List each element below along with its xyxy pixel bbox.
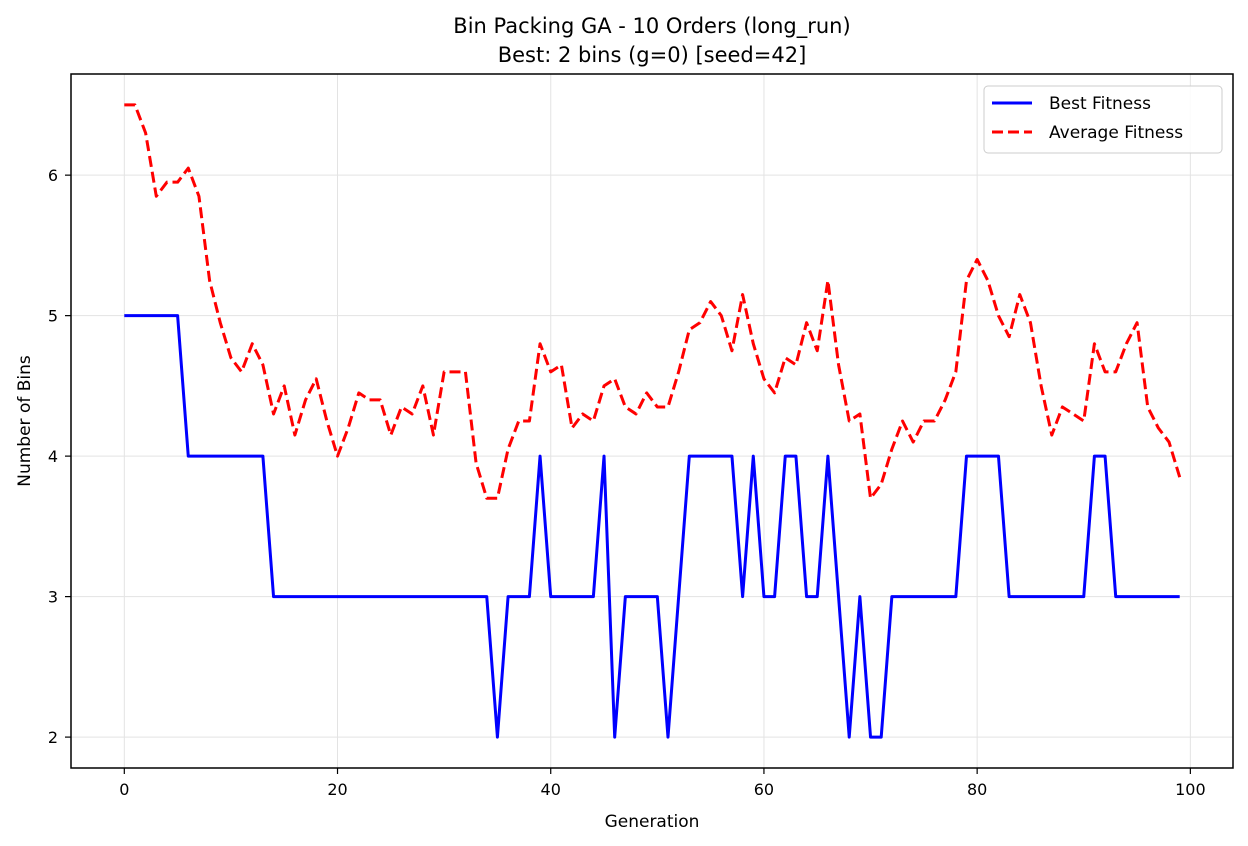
series-line-best-fitness xyxy=(124,314,1180,739)
series-lines xyxy=(124,103,1182,739)
x-axis-label: Generation xyxy=(605,812,700,832)
x-tick-label: 80 xyxy=(967,780,987,799)
y-tick-label: 3 xyxy=(48,588,58,607)
y-tick-label: 4 xyxy=(48,447,58,466)
x-tick-label: 20 xyxy=(327,780,347,799)
x-tick-label: 100 xyxy=(1175,780,1206,799)
legend-label-best-fitness: Best Fitness xyxy=(1049,94,1151,114)
axis-ticks: 0 20 40 60 80 100 2 3 4 5 6 xyxy=(48,166,1206,799)
x-tick-label: 40 xyxy=(541,780,561,799)
plot-frame xyxy=(70,73,1234,769)
chart-title-line1: Bin Packing GA - 10 Orders (long_run) xyxy=(453,14,850,39)
legend-box xyxy=(983,85,1223,154)
legend-label-average-fitness: Average Fitness xyxy=(1049,123,1183,143)
y-tick-label: 2 xyxy=(48,728,58,747)
y-axis-label: Number of Bins xyxy=(15,355,35,487)
x-tick-label: 60 xyxy=(754,780,774,799)
grid-lines xyxy=(71,74,1233,768)
legend: Best Fitness Average Fitness xyxy=(983,85,1223,154)
y-tick-label: 5 xyxy=(48,307,58,326)
chart-title-line2: Best: 2 bins (g=0) [seed=42] xyxy=(498,43,807,67)
series-line-average-fitness xyxy=(124,103,1182,500)
x-tick-label: 0 xyxy=(119,780,129,799)
y-tick-label: 6 xyxy=(48,166,58,185)
